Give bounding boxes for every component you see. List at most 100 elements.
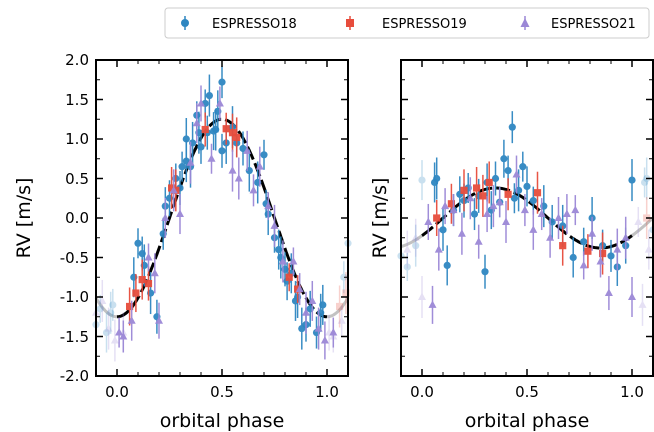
data-point-square	[168, 166, 176, 209]
marker-triangle	[302, 308, 310, 316]
marker-triangle	[249, 185, 258, 194]
data-point-square	[447, 183, 455, 224]
data-point-triangle	[424, 203, 433, 240]
marker-triangle	[186, 158, 195, 166]
marker-triangle	[169, 185, 178, 194]
data-point-triangle	[234, 157, 243, 200]
data-point-triangle	[289, 247, 298, 276]
data-point-triangle	[411, 218, 420, 257]
data-point-triangle	[604, 276, 613, 311]
plot-frame-left	[95, 59, 349, 377]
data-point-triangle	[441, 188, 450, 225]
marker-triangle	[150, 268, 159, 277]
marker-triangle	[161, 213, 170, 221]
data-point-triangle	[144, 243, 153, 272]
data-point-circle	[182, 118, 190, 160]
data-point-circle	[641, 167, 649, 198]
data-point-square	[126, 287, 134, 326]
data-point-triangle	[628, 277, 636, 317]
marker-triangle	[207, 154, 216, 162]
marker-circle	[260, 151, 268, 159]
data-point-square	[599, 232, 607, 275]
y-axis-label-right: RV [m/s]	[369, 178, 391, 259]
data-point-square	[433, 200, 441, 236]
marker-circle	[178, 163, 186, 171]
marker-triangle	[320, 335, 329, 344]
data-point-square	[138, 259, 146, 300]
data-point-triangle	[502, 200, 510, 243]
data-point-square	[584, 234, 592, 269]
data-point-triangle	[314, 307, 323, 350]
data-point-circle	[109, 288, 117, 321]
data-point-circle	[107, 291, 115, 334]
marker-triangle	[529, 225, 538, 233]
marker-triangle	[329, 328, 338, 336]
marker-circle	[504, 167, 512, 175]
data-point-triangle	[529, 209, 538, 250]
model-wrap-left	[94, 297, 118, 319]
data-point-triangle	[186, 141, 195, 184]
data-point-circle	[260, 139, 268, 170]
data-point-triangle	[613, 228, 622, 271]
marker-triangle	[571, 205, 580, 214]
data-point-circle	[470, 198, 479, 231]
marker-square	[233, 133, 241, 142]
marker-circle	[519, 163, 527, 171]
marker-triangle	[176, 209, 184, 218]
data-point-triangle	[192, 103, 201, 144]
data-point-square	[460, 169, 468, 212]
marker-triangle	[289, 256, 298, 265]
x-tick-label: 0.5	[515, 383, 539, 401]
marker-square	[144, 279, 153, 288]
marker-triangle	[644, 245, 653, 253]
marker-square	[533, 189, 542, 197]
marker-circle	[182, 135, 190, 143]
marker-triangle	[215, 98, 224, 107]
marker-triangle	[489, 201, 498, 210]
marker-triangle	[604, 288, 613, 297]
marker-triangle	[110, 335, 119, 344]
legend: ESPRESSO18 ESPRESSO19 ESPRESSO21	[164, 7, 650, 39]
data-point-triangle	[596, 245, 605, 278]
marker-circle	[319, 301, 327, 309]
data-point-square	[479, 174, 487, 217]
marker-triangle	[596, 256, 605, 265]
marker-circle	[107, 309, 115, 317]
data-point-square	[533, 171, 542, 214]
data-point-square	[559, 225, 567, 266]
marker-triangle	[234, 174, 243, 182]
data-point-triangle	[243, 130, 252, 171]
data-point-triangle	[215, 86, 224, 121]
data-point-triangle	[337, 305, 346, 336]
marker-triangle	[474, 237, 483, 245]
marker-square	[285, 273, 293, 281]
data-point-triangle	[418, 276, 426, 318]
data-point-triangle	[457, 212, 466, 255]
data-point-triangle	[449, 194, 458, 227]
marker-circle	[607, 252, 615, 260]
data-point-circle	[433, 157, 441, 200]
data-point-triangle	[104, 307, 113, 350]
data-point-circle	[340, 261, 348, 294]
marker-triangle	[255, 162, 264, 170]
data-point-square	[504, 178, 512, 211]
marker-triangle	[119, 328, 128, 336]
marker-triangle	[434, 245, 443, 253]
marker-circle	[96, 305, 104, 313]
data-point-triangle	[434, 228, 443, 271]
marker-triangle	[628, 292, 636, 300]
marker-circle	[628, 176, 636, 184]
data-point-square	[228, 113, 237, 152]
data-point-circle	[491, 161, 500, 196]
marker-triangle	[546, 233, 555, 241]
marker-circle	[197, 143, 205, 151]
y-tick-label: 2.0	[65, 51, 89, 69]
data-point-triangle	[197, 85, 205, 122]
marker-circle	[523, 182, 531, 190]
data-point-square	[485, 161, 493, 204]
data-point-square	[342, 272, 350, 315]
data-point-triangle	[588, 216, 597, 251]
data-point-triangle	[150, 253, 159, 294]
marker-triangle	[127, 316, 136, 324]
